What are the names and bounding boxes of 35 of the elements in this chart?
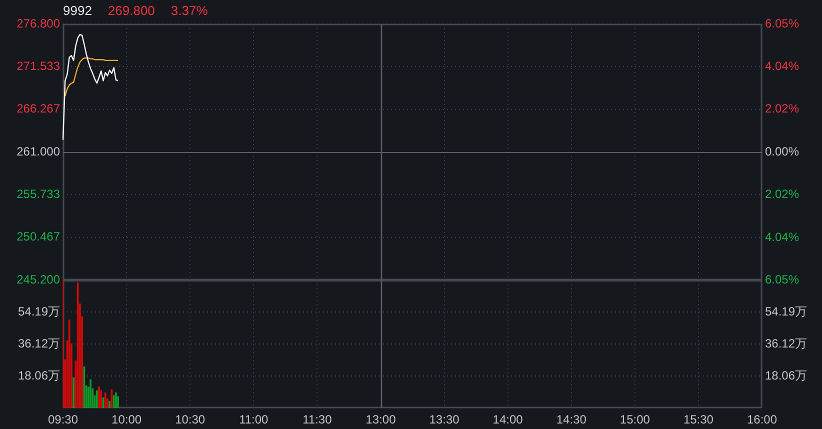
x-tick-label: 13:00 [366,412,396,427]
x-tick-label: 10:30 [175,412,206,427]
text: 3.37% [170,3,208,19]
y2-tick-label: 18.06万 [765,368,808,382]
y-tick-label: 36.12万 [18,336,60,350]
y2-tick-label: 6.05% [765,16,800,30]
y2-tick-label: 54.19万 [765,304,808,318]
y2-tick-label: 2.02% [765,187,800,202]
x-tick-label: 16:00 [746,412,778,427]
y-tick-label: 54.19万 [18,304,60,318]
x-tick-label: 10:00 [112,412,142,427]
y2-tick-label: 4.04% [765,230,800,244]
x-tick-label: 15:30 [683,412,714,427]
chart-title: 9992 [63,3,92,19]
x-tick-label: 11:00 [239,412,269,427]
x-tick-label: 14:00 [492,412,524,427]
y-tick-label: 276.800 [16,16,60,30]
x-tick-label: 09:30 [48,412,78,427]
y-tick-label: 245.200 [16,272,60,286]
text: 269.800 [108,3,155,19]
y2-tick-label: 0.00% [765,144,800,158]
x-tick-label: 14:30 [556,412,587,427]
y-tick-label: 271.533 [16,58,60,73]
y2-tick-label: 6.05% [765,272,800,286]
y2-tick-label: 4.04% [765,58,800,73]
y-tick-label: 250.467 [16,230,60,244]
y-tick-label: 18.06万 [18,368,60,382]
y-tick-label: 266.267 [16,102,60,116]
y2-tick-label: 2.02% [765,102,800,116]
y2-tick-label: 36.12万 [765,336,808,350]
y-tick-label: 255.733 [16,186,60,201]
x-tick-label: 13:30 [429,412,460,427]
y-tick-label: 261.000 [16,144,60,158]
x-tick-label: 15:00 [620,412,650,427]
x-tick-label: 11:30 [302,412,332,427]
